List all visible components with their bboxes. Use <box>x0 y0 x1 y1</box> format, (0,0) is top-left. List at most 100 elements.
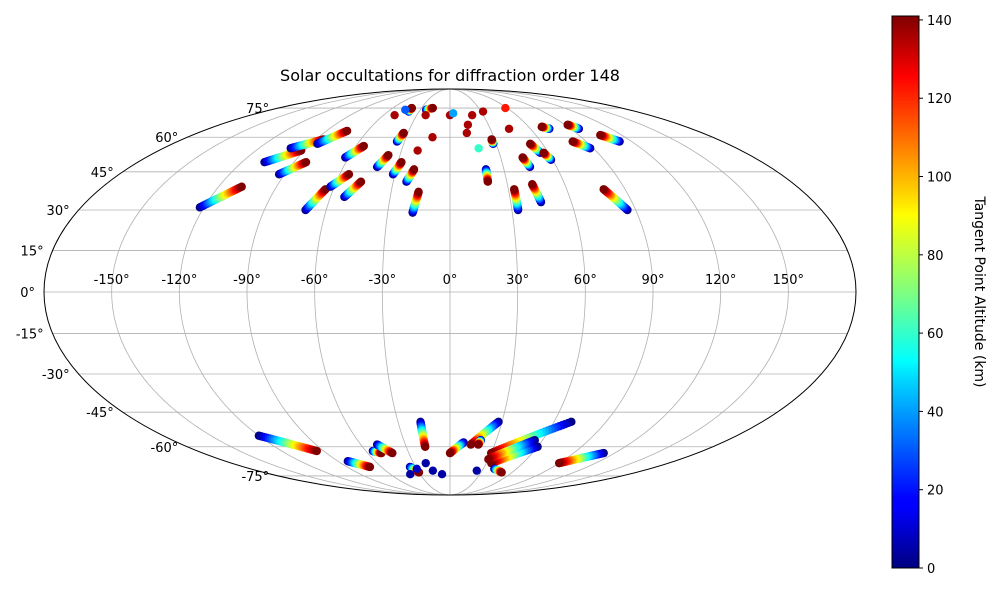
track-point <box>407 103 417 113</box>
lon-tick-label: -150° <box>94 273 130 288</box>
occultation-track <box>510 185 523 215</box>
occultation-point <box>428 133 437 142</box>
track-point <box>537 122 546 131</box>
occultation-track <box>484 436 539 464</box>
occultation-point <box>428 466 438 475</box>
lat-tick-label: 15° <box>21 244 44 259</box>
occultation-point <box>412 464 421 474</box>
lon-gridline <box>449 89 789 495</box>
lon-tick-label: 90° <box>641 273 664 288</box>
occultation-track <box>527 180 546 207</box>
lon-tick-label: 30° <box>506 273 529 288</box>
lat-tick-label: 75° <box>246 102 269 117</box>
occultation-point <box>406 470 415 479</box>
track-point <box>484 455 493 464</box>
track-point <box>384 150 393 160</box>
colorbar-tick-label: 80 <box>927 249 944 264</box>
occultation-track <box>388 157 406 179</box>
occultation-track <box>466 417 503 449</box>
latitude-tick-labels: -75° -60° -45° -30° -15° 0° 15° 30° 45° 60° 75° <box>16 102 269 485</box>
colorbar-ticks: 0 20 40 60 80 100 120 140 <box>919 14 952 577</box>
occultation-track <box>487 135 498 148</box>
track-point <box>365 462 375 472</box>
occultation-track <box>481 165 493 186</box>
colorbar-tick-label: 120 <box>927 92 952 107</box>
occultation-track <box>274 157 311 179</box>
colorbar-tick-label: 140 <box>927 14 952 29</box>
lat-tick-label: 60° <box>155 131 178 146</box>
lon-tick-label: -60° <box>301 273 329 288</box>
occultation-track <box>568 137 595 153</box>
track-point <box>525 139 535 148</box>
track-point <box>356 177 366 186</box>
colorbar-tick-label: 20 <box>927 484 944 499</box>
occultation-track <box>596 130 624 146</box>
track-point <box>527 180 537 189</box>
track-point <box>497 468 506 477</box>
track-point <box>554 458 564 468</box>
track-point <box>596 130 605 140</box>
track-point <box>510 185 519 194</box>
colorbar-label: Tangent Point Altitude (km) <box>971 195 987 387</box>
track-point <box>428 103 438 113</box>
occultation-track <box>343 457 375 472</box>
lon-gridline <box>381 89 451 495</box>
track-point <box>409 165 419 174</box>
occultation-point <box>467 110 477 120</box>
lat-tick-label: 30° <box>47 204 70 219</box>
track-point <box>563 120 572 129</box>
occultation-point <box>449 109 458 118</box>
occultation-track <box>372 440 397 458</box>
occultation-track <box>474 436 486 449</box>
occultation-tracks <box>195 103 632 479</box>
occultation-track <box>195 182 246 212</box>
track-point <box>397 157 406 167</box>
occultation-point <box>504 124 514 134</box>
occultation-track <box>445 438 468 458</box>
lon-tick-label: -30° <box>368 273 396 288</box>
occultation-point <box>421 458 430 468</box>
track-point <box>445 448 455 458</box>
track-point <box>312 446 321 456</box>
lat-tick-label: 45° <box>91 166 114 181</box>
track-point <box>342 126 352 136</box>
occultation-track <box>286 135 328 153</box>
track-point <box>420 442 430 451</box>
track-point <box>359 141 368 151</box>
occultation-track <box>341 141 368 162</box>
lat-tick-label: -30° <box>42 368 70 383</box>
occultation-point <box>501 103 510 113</box>
occultation-track <box>416 417 430 451</box>
track-point <box>487 135 496 144</box>
lon-gridline <box>449 89 722 495</box>
track-point <box>539 148 548 158</box>
occultation-point <box>472 466 481 475</box>
occultation-point <box>474 144 483 153</box>
occultation-track <box>254 431 321 456</box>
occultation-track <box>408 187 423 217</box>
lon-tick-label: 0° <box>443 273 458 288</box>
occultation-track <box>599 185 632 215</box>
lat-tick-label: 0° <box>20 286 35 301</box>
track-point <box>344 170 354 179</box>
occultation-track <box>402 165 419 186</box>
track-point <box>483 177 493 186</box>
lat-tick-label: -75° <box>241 470 269 485</box>
occultation-point <box>462 128 472 138</box>
occultation-point <box>463 120 473 129</box>
track-point <box>474 440 483 449</box>
occultation-track <box>539 148 556 165</box>
lat-tick-label: -45° <box>86 406 114 421</box>
colorbar-tick-label: 100 <box>927 171 952 186</box>
occultation-track <box>392 128 408 146</box>
lon-tick-label: -90° <box>233 273 261 288</box>
occultation-track <box>326 170 354 191</box>
lon-tick-label: 60° <box>574 273 597 288</box>
occultation-track <box>301 185 330 215</box>
occultation-point <box>413 146 422 155</box>
track-point <box>466 440 476 449</box>
occultation-track <box>537 122 554 134</box>
occultation-point <box>437 470 447 479</box>
colorbar-tick-label: 60 <box>927 327 944 342</box>
track-point <box>237 182 246 191</box>
